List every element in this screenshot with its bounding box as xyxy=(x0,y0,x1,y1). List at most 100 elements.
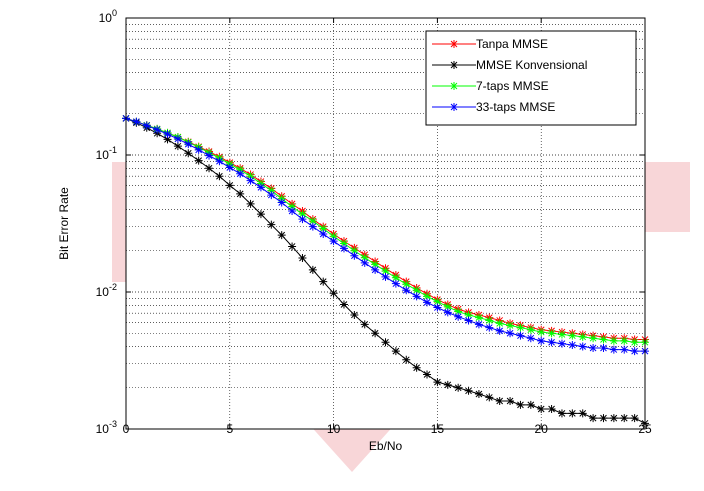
y-tick-base: 10 xyxy=(96,285,110,299)
x-tick-label: 25 xyxy=(638,422,652,436)
series-point xyxy=(288,207,297,216)
series-point xyxy=(298,254,307,263)
series-point xyxy=(423,298,432,307)
series-point xyxy=(464,310,473,319)
series-point xyxy=(609,336,618,345)
series-point xyxy=(215,157,224,166)
series-point xyxy=(350,310,359,319)
series-point xyxy=(589,334,598,343)
y-axis-label: Bit Error Rate xyxy=(57,187,71,260)
series-point xyxy=(360,253,369,262)
series-point xyxy=(464,386,473,395)
legend-swatch-marker xyxy=(450,40,458,48)
series-point xyxy=(620,345,629,354)
series-point xyxy=(423,370,432,379)
series-point xyxy=(173,134,182,143)
series-point xyxy=(277,231,286,240)
series-point xyxy=(236,169,245,178)
series-point xyxy=(443,302,452,311)
legend-swatch-marker xyxy=(450,61,458,69)
series-point xyxy=(267,186,276,195)
series-point xyxy=(526,325,535,334)
legend-swatch-marker xyxy=(450,82,458,90)
series-point xyxy=(537,328,546,337)
series-point xyxy=(267,191,276,200)
series-point xyxy=(236,189,245,198)
series-point xyxy=(360,258,369,267)
series-point xyxy=(464,316,473,325)
series-point xyxy=(516,323,525,332)
series-point xyxy=(350,246,359,255)
series-point xyxy=(391,279,400,288)
series-point xyxy=(485,323,494,332)
series-point xyxy=(163,135,172,144)
series-point xyxy=(443,380,452,389)
y-tick-label: 10-2 xyxy=(96,282,117,299)
series-point xyxy=(589,344,598,353)
series-point xyxy=(256,210,265,219)
series-point xyxy=(339,239,348,248)
series-point xyxy=(620,336,629,345)
series-point xyxy=(537,404,546,413)
series-point xyxy=(495,397,504,406)
series-point xyxy=(371,260,380,269)
series-point xyxy=(526,334,535,343)
series-point xyxy=(339,244,348,253)
series-point xyxy=(630,414,639,423)
series-point xyxy=(568,341,577,350)
series-point xyxy=(184,149,193,158)
series-point xyxy=(256,183,265,192)
series-point xyxy=(454,383,463,392)
y-tick-label: 100 xyxy=(99,8,117,25)
series-point xyxy=(412,286,421,295)
series-point xyxy=(225,163,234,172)
legend-label: 7-taps MMSE xyxy=(476,79,549,93)
series-point xyxy=(578,409,587,418)
series-point xyxy=(506,397,515,406)
series-point xyxy=(557,409,566,418)
series-point xyxy=(391,273,400,282)
legend-entry: 33-taps MMSE xyxy=(432,100,555,114)
series-point xyxy=(391,347,400,356)
series-point xyxy=(599,335,608,344)
y-tick-label: 10-3 xyxy=(96,419,117,436)
series-point xyxy=(454,307,463,316)
series-point xyxy=(609,345,618,354)
series-point xyxy=(329,289,338,298)
series-point xyxy=(412,363,421,372)
x-tick-label: 20 xyxy=(535,422,549,436)
series-point xyxy=(360,320,369,329)
series-point xyxy=(557,330,566,339)
y-tick-base: 10 xyxy=(99,11,113,25)
series-point xyxy=(225,181,234,190)
series-point xyxy=(205,151,214,160)
series-point xyxy=(454,312,463,321)
x-tick-label: 10 xyxy=(327,422,341,436)
series-point xyxy=(599,414,608,423)
series-point xyxy=(308,265,317,274)
x-axis-label: Eb/No xyxy=(369,439,403,453)
series-point xyxy=(173,142,182,151)
series-point xyxy=(319,224,328,233)
series-point xyxy=(381,267,390,276)
series-point xyxy=(215,172,224,181)
series-point xyxy=(371,329,380,338)
series-point xyxy=(184,140,193,149)
y-tick-exponent: -1 xyxy=(109,145,117,155)
series-point xyxy=(495,319,504,328)
series-point xyxy=(205,164,214,173)
x-tick-label: 5 xyxy=(226,422,233,436)
series-point xyxy=(381,338,390,347)
y-tick-base: 10 xyxy=(96,148,110,162)
y-tick-base: 10 xyxy=(96,422,110,436)
y-tick-exponent: -3 xyxy=(109,419,117,429)
series-point xyxy=(267,220,276,229)
legend-entry: Tanpa MMSE xyxy=(432,37,548,51)
series-point xyxy=(298,215,307,224)
series-lines xyxy=(122,114,649,428)
series-point xyxy=(474,320,483,329)
series-point xyxy=(485,393,494,402)
legend-label: 33-taps MMSE xyxy=(476,100,555,114)
